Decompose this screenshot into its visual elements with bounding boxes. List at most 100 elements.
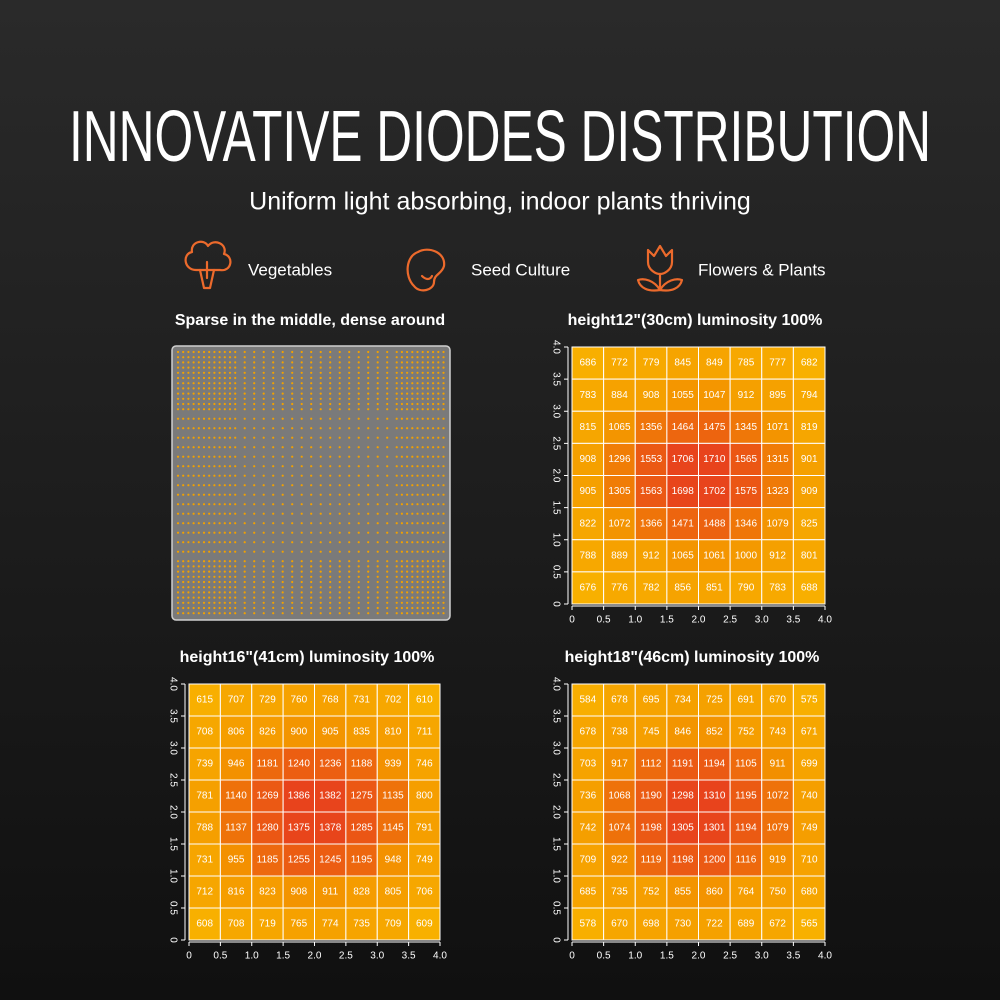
diode <box>357 512 360 515</box>
diode <box>208 612 211 615</box>
diode <box>376 376 379 380</box>
y-tick-label: 1.5 <box>550 837 561 851</box>
diode <box>218 392 221 395</box>
diode <box>432 596 435 599</box>
cell-label: 823 <box>259 887 276 898</box>
diode <box>400 402 403 406</box>
diode <box>376 586 379 589</box>
diode <box>406 356 409 359</box>
diode <box>411 408 414 411</box>
diode <box>182 382 185 385</box>
diode <box>234 382 237 385</box>
cell-label: 719 <box>259 919 276 930</box>
diode <box>411 503 414 506</box>
diode <box>411 387 414 390</box>
diode <box>228 350 232 354</box>
diode <box>213 382 216 385</box>
cell-label: 678 <box>611 695 628 706</box>
heat-cell <box>666 346 699 380</box>
diode <box>291 512 294 515</box>
diode <box>357 376 360 380</box>
cell-label: 783 <box>579 390 596 401</box>
cell-label: 822 <box>579 518 596 529</box>
cell-label: 706 <box>416 887 433 898</box>
cell-label: 707 <box>228 695 245 706</box>
cell-label: 735 <box>611 887 628 898</box>
diode <box>262 596 265 599</box>
diode <box>437 612 440 615</box>
heat-cell <box>729 907 763 941</box>
diode <box>329 366 332 369</box>
diode <box>234 591 237 594</box>
cell-label: 1378 <box>319 823 342 834</box>
y-tick-label: 0 <box>167 937 178 943</box>
diode <box>376 601 379 604</box>
diode <box>176 531 180 534</box>
diode <box>223 522 226 525</box>
diode <box>300 376 303 380</box>
x-tick-label: 0 <box>186 951 192 962</box>
diode <box>329 455 332 458</box>
cell-label: 689 <box>738 919 755 930</box>
diode <box>262 361 265 364</box>
diode <box>442 575 445 578</box>
diode <box>406 601 409 604</box>
diode <box>319 503 322 506</box>
diode <box>348 361 351 364</box>
diode <box>253 376 256 380</box>
diode <box>243 484 246 487</box>
diode <box>253 408 256 411</box>
diode <box>348 455 351 458</box>
diode <box>386 455 389 458</box>
diode <box>228 503 232 506</box>
diode <box>253 591 256 594</box>
diode <box>291 446 294 449</box>
cell-label: 711 <box>416 727 432 738</box>
diode <box>234 580 237 584</box>
diode <box>437 484 440 487</box>
diode <box>218 356 221 359</box>
diode <box>386 586 389 589</box>
diode <box>197 361 200 364</box>
cell-label: 1710 <box>703 454 726 465</box>
diode <box>272 512 275 515</box>
diode <box>197 531 200 534</box>
cell-label: 805 <box>385 887 402 898</box>
cell-label: 772 <box>611 358 628 369</box>
diode <box>182 586 185 589</box>
cell-label: 750 <box>769 887 786 898</box>
diode <box>291 503 294 506</box>
diode <box>442 397 445 400</box>
diode <box>395 586 398 589</box>
diode <box>253 503 256 506</box>
diode <box>432 606 435 610</box>
diode <box>187 382 190 385</box>
diode <box>192 560 195 563</box>
diode <box>281 356 284 359</box>
diode <box>411 382 414 385</box>
diode <box>192 427 195 430</box>
heat-cell <box>376 747 410 781</box>
diode <box>182 580 185 584</box>
diode <box>329 503 332 506</box>
diode <box>213 402 216 406</box>
diode <box>223 541 226 544</box>
diode <box>442 366 445 369</box>
cell-label: 889 <box>611 550 628 561</box>
cell-label: 852 <box>706 727 723 738</box>
cell-label: 1366 <box>640 518 663 529</box>
diode <box>421 591 424 594</box>
diode <box>426 436 429 439</box>
heat-cell <box>792 779 826 813</box>
heat-cell <box>761 571 794 605</box>
diode <box>411 465 414 468</box>
cell-label: 911 <box>770 759 786 770</box>
diode <box>182 493 185 496</box>
diode <box>400 591 403 594</box>
cell-label: 1301 <box>703 823 726 834</box>
diode <box>421 392 424 395</box>
heat-cell <box>571 747 605 781</box>
diode <box>432 484 435 487</box>
diode <box>202 397 206 400</box>
heat-cell <box>792 442 826 476</box>
